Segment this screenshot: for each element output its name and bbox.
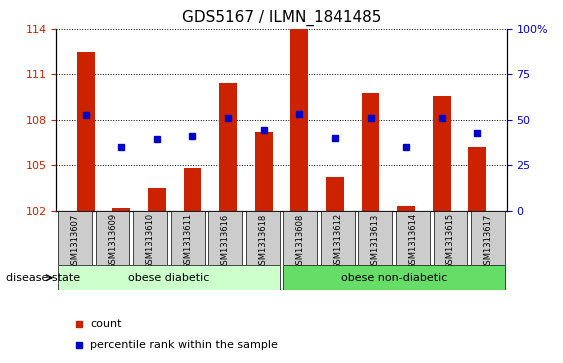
Bar xyxy=(397,206,415,211)
Text: GSM1313612: GSM1313612 xyxy=(333,213,342,269)
Text: obese diabetic: obese diabetic xyxy=(128,273,209,283)
Text: GSM1313609: GSM1313609 xyxy=(108,213,117,269)
Text: GSM1313607: GSM1313607 xyxy=(70,213,79,269)
Text: disease state: disease state xyxy=(6,273,80,283)
Bar xyxy=(291,29,308,211)
Bar xyxy=(361,93,379,211)
Bar xyxy=(133,211,167,265)
Bar xyxy=(246,211,280,265)
Bar xyxy=(255,132,272,211)
Bar xyxy=(396,211,430,265)
Text: GSM1313611: GSM1313611 xyxy=(183,213,192,269)
Bar xyxy=(77,52,95,211)
Bar xyxy=(113,208,130,211)
Text: GSM1313616: GSM1313616 xyxy=(221,213,230,269)
Bar xyxy=(96,211,129,265)
Bar xyxy=(471,211,505,265)
Bar xyxy=(321,211,355,265)
Text: GSM1313618: GSM1313618 xyxy=(258,213,267,269)
Bar xyxy=(184,168,202,211)
Bar xyxy=(326,177,344,211)
Text: GSM1313614: GSM1313614 xyxy=(408,213,417,269)
Bar xyxy=(434,211,467,265)
Bar xyxy=(58,265,280,290)
Bar xyxy=(283,211,317,265)
Text: GSM1313617: GSM1313617 xyxy=(484,213,493,269)
Text: count: count xyxy=(90,319,122,329)
Bar xyxy=(283,265,505,290)
Bar xyxy=(148,188,166,211)
Title: GDS5167 / ILMN_1841485: GDS5167 / ILMN_1841485 xyxy=(182,10,381,26)
Bar xyxy=(359,211,392,265)
Text: obese non-diabetic: obese non-diabetic xyxy=(341,273,447,283)
Text: percentile rank within the sample: percentile rank within the sample xyxy=(90,340,278,350)
Text: GSM1313615: GSM1313615 xyxy=(446,213,455,269)
Bar xyxy=(468,147,486,211)
Bar xyxy=(219,83,237,211)
Text: GSM1313608: GSM1313608 xyxy=(296,213,305,269)
Text: GSM1313610: GSM1313610 xyxy=(146,213,155,269)
Bar xyxy=(171,211,204,265)
Text: GSM1313613: GSM1313613 xyxy=(371,213,380,269)
Bar xyxy=(208,211,242,265)
Bar xyxy=(58,211,92,265)
Bar xyxy=(433,95,450,211)
